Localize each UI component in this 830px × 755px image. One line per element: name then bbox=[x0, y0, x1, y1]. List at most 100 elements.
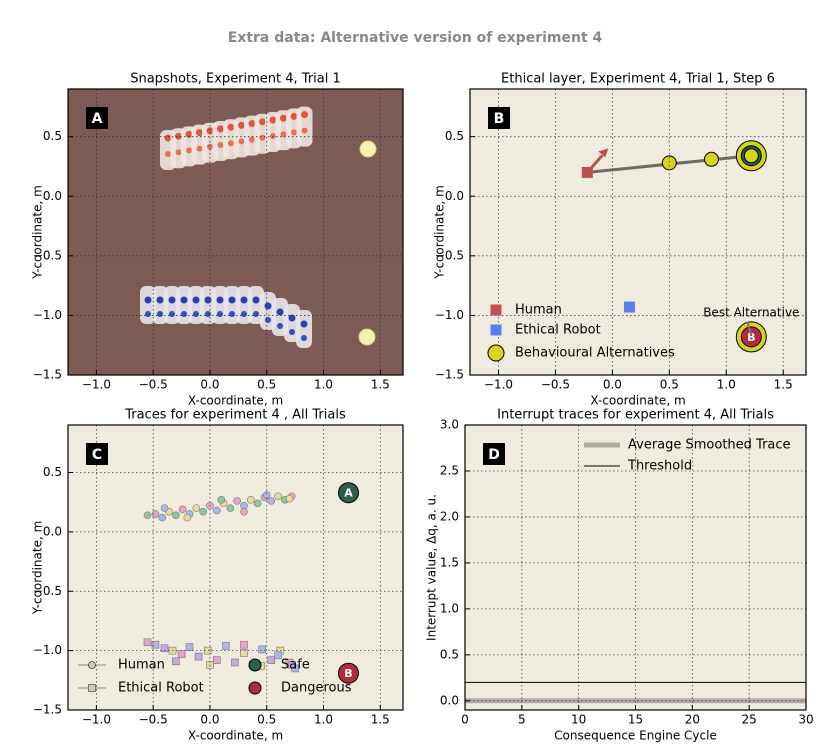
y-tick-label: 0.0 bbox=[440, 693, 459, 707]
y-tick-label: 0.0 bbox=[445, 189, 464, 203]
snapshot-led bbox=[301, 111, 308, 119]
snapshot-led bbox=[280, 131, 287, 138]
point bbox=[151, 510, 160, 518]
x-tick-label: 0.5 bbox=[257, 378, 276, 392]
snapshot-led bbox=[144, 296, 152, 304]
x-tick-label: −0.5 bbox=[541, 378, 570, 392]
point bbox=[177, 650, 186, 658]
letter-marker bbox=[337, 482, 359, 504]
point bbox=[222, 642, 230, 650]
legend-label: Ethical Robot bbox=[118, 681, 204, 696]
point bbox=[192, 504, 201, 512]
letter-marker-label: A bbox=[344, 487, 353, 500]
y-tick-label: −1.0 bbox=[33, 308, 62, 322]
point bbox=[743, 148, 759, 164]
x-tick-label: −0.5 bbox=[139, 713, 168, 727]
panel-label: C bbox=[92, 447, 102, 463]
snapshot-led bbox=[180, 296, 188, 304]
y-axis-label: Y-coordinate, m bbox=[433, 185, 447, 280]
y-tick-label: 1.0 bbox=[440, 601, 459, 615]
point bbox=[285, 494, 294, 503]
point bbox=[267, 656, 276, 664]
point bbox=[233, 497, 242, 505]
snapshot-led bbox=[301, 127, 308, 134]
x-axis-label: X-coordinate, m bbox=[590, 394, 685, 408]
snapshot-led bbox=[228, 296, 236, 304]
snapshot-led bbox=[192, 296, 200, 304]
y-tick-label: 0.5 bbox=[43, 465, 62, 479]
point bbox=[274, 492, 282, 501]
x-tick-label: 25 bbox=[742, 713, 757, 727]
x-tick-label: 0 bbox=[461, 713, 469, 727]
snapshot-led bbox=[301, 335, 307, 341]
y-tick-label: −1.5 bbox=[435, 368, 464, 382]
y-axis-label: Y-coordinate, m bbox=[31, 185, 45, 280]
snapshot-led bbox=[252, 296, 260, 304]
point bbox=[151, 640, 160, 649]
annotation: Best Alternative bbox=[703, 306, 799, 320]
snapshot-led bbox=[186, 147, 192, 154]
point bbox=[262, 491, 271, 499]
snapshot-led bbox=[249, 136, 255, 143]
legend-swatch bbox=[490, 304, 502, 316]
snapshot-led bbox=[238, 138, 245, 145]
heading-arrow-head bbox=[598, 148, 609, 158]
panel-label: A bbox=[92, 111, 103, 127]
point bbox=[274, 651, 282, 660]
snapshot-led bbox=[264, 302, 272, 310]
legend-label: Human bbox=[515, 303, 562, 318]
snapshot-led bbox=[228, 140, 234, 147]
point bbox=[240, 640, 248, 649]
figure-title: Extra data: Alternative version of exper… bbox=[228, 30, 603, 46]
point bbox=[143, 511, 152, 520]
point bbox=[143, 638, 152, 647]
snapshot-led bbox=[207, 143, 213, 150]
annotation-pointer bbox=[746, 321, 753, 336]
plot-frame bbox=[67, 88, 404, 376]
chart-title: Snapshots, Experiment 4, Trial 1 bbox=[130, 72, 341, 87]
snapshot-led bbox=[289, 329, 295, 335]
snapshot-led bbox=[175, 149, 182, 156]
point bbox=[240, 649, 248, 657]
x-tick-label: 0.5 bbox=[660, 378, 679, 392]
x-tick-label: −1.0 bbox=[484, 378, 513, 392]
snapshot-led bbox=[238, 121, 245, 129]
legend-label: Average Smoothed Trace bbox=[628, 438, 791, 453]
point bbox=[212, 656, 221, 664]
x-tick-label: 1.5 bbox=[371, 713, 390, 727]
point bbox=[160, 644, 169, 653]
snapshot-led bbox=[276, 308, 284, 316]
legend-label: Ethical Robot bbox=[515, 323, 601, 338]
snapshot-led bbox=[248, 120, 256, 128]
point bbox=[160, 504, 169, 512]
y-tick-label: 0.0 bbox=[43, 189, 62, 203]
snapshot-led bbox=[185, 130, 193, 138]
x-tick-label: 20 bbox=[685, 713, 700, 727]
x-tick-label: 0.0 bbox=[200, 378, 219, 392]
y-tick-label: 1.5 bbox=[440, 555, 459, 569]
snapshot-led bbox=[259, 134, 266, 141]
legend-label: Safe bbox=[281, 658, 310, 673]
y-axis-label: Interrupt value, Δq, a. u. bbox=[425, 494, 439, 641]
point bbox=[172, 657, 180, 666]
panel-label-box bbox=[86, 443, 108, 465]
snapshot-led bbox=[196, 129, 203, 137]
point bbox=[183, 513, 192, 522]
snapshot-led bbox=[291, 129, 297, 136]
x-tick-label: 5 bbox=[518, 713, 526, 727]
x-axis-label: X-coordinate, m bbox=[188, 729, 283, 743]
point bbox=[178, 505, 187, 514]
snapshot-led bbox=[300, 320, 308, 328]
plot-frame bbox=[67, 424, 404, 711]
x-tick-label: 30 bbox=[798, 713, 813, 727]
chart-title: Traces for experiment 4 , All Trials bbox=[124, 408, 346, 423]
y-tick-label: −1.5 bbox=[33, 703, 62, 717]
point bbox=[240, 507, 248, 516]
plot-frame bbox=[464, 424, 807, 711]
target bbox=[358, 328, 376, 346]
letter-marker-label: B bbox=[747, 331, 755, 344]
snapshot-led bbox=[175, 132, 182, 140]
legend-swatch bbox=[248, 658, 262, 672]
x-tick-label: 1.0 bbox=[314, 713, 333, 727]
point bbox=[258, 645, 266, 654]
